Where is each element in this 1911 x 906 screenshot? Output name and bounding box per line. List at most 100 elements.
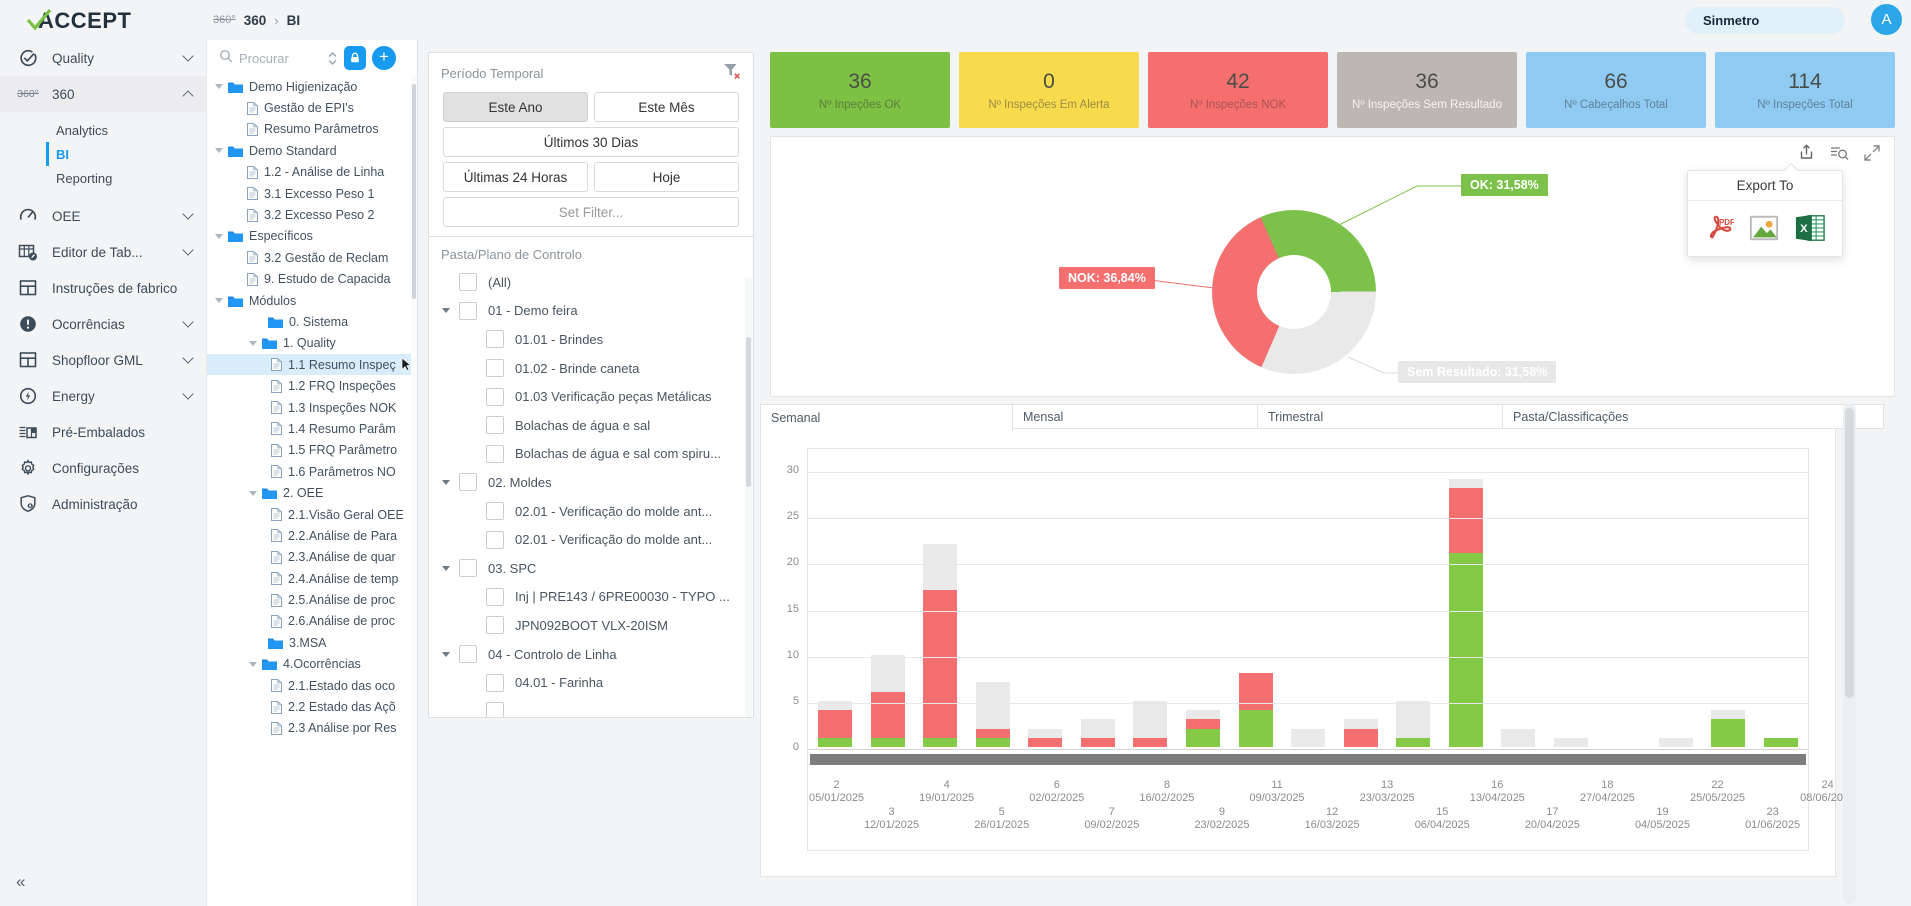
tree-file[interactable]: 2.2.Análise de Para [207,525,411,546]
sidebar-item-oee[interactable]: OEE [0,198,206,234]
tree-scrollbar[interactable] [411,76,417,906]
checkbox[interactable] [486,587,504,606]
tree-folder[interactable]: Específicos [207,226,411,247]
caret-down-icon[interactable] [442,566,459,571]
tree-search-input[interactable] [239,50,321,66]
checkbox[interactable] [459,559,477,578]
plan-row-item[interactable] [429,697,753,717]
tab-trimestral[interactable]: Trimestral [1258,404,1503,429]
export-excel-option[interactable]: X [1794,213,1826,243]
tree-folder[interactable]: Demo Higienização [207,76,411,97]
caret-down-icon[interactable] [215,148,228,153]
tree-file[interactable]: 1.2 FRQ Inspeções [207,375,411,396]
global-search-input[interactable]: Sinmetro [1685,7,1845,34]
collapse-expand-all-icon[interactable] [327,51,338,66]
checkbox[interactable] [486,330,504,349]
chart-range-scrollbar[interactable] [810,754,1806,765]
tree-folder[interactable]: 3.MSA [207,632,411,653]
plan-row-01-01-brindes[interactable]: 01.01 - Brindes [429,325,753,354]
plan-row-jpn092boot-vlx-20ism[interactable]: JPN092BOOT VLX-20ISM [429,611,753,640]
tab-semanal[interactable]: Semanal [760,404,1013,431]
tree-file[interactable]: 1.2 - Análise de Linha [207,162,411,183]
add-report-button[interactable]: + [372,46,396,70]
sidebar-item-administracao[interactable]: Administração [0,486,206,522]
checkbox[interactable] [486,616,504,635]
caret-down-icon[interactable] [442,652,459,657]
tree-file[interactable]: 3.1 Excesso Peso 1 [207,183,411,204]
tree-file[interactable]: 9. Estudo de Capacida [207,269,411,290]
sidebar-item-energy[interactable]: Energy [0,378,206,414]
clear-filter-icon[interactable] [723,63,741,83]
tree-file[interactable]: 2.3.Análise de quar [207,547,411,568]
avatar[interactable]: A [1871,4,1902,35]
plan-scrollbar[interactable] [745,277,752,716]
sidebar-item-editor-de-tab[interactable]: Editor de Tab... [0,234,206,270]
tree-folder[interactable]: Módulos [207,290,411,311]
tree-file[interactable]: Resumo Parâmetros [207,119,411,140]
checkbox[interactable] [459,301,477,320]
plan-row-01-03-verificacao-pecas-metalicas[interactable]: 01.03 Verificação peças Metálicas [429,382,753,411]
tree-file[interactable]: 2.4.Análise de temp [207,568,411,589]
checkbox[interactable] [486,673,504,692]
tree-file[interactable]: 2.3 Análise por Res [207,718,411,739]
tree-file[interactable]: 2.5.Análise de proc [207,589,411,610]
checkbox[interactable] [486,416,504,435]
period-button-este-mes[interactable]: Este Mês [594,92,739,122]
caret-down-icon[interactable] [215,84,228,89]
checkbox[interactable] [459,273,477,292]
search-data-icon[interactable] [1830,144,1849,161]
period-button-este-ano[interactable]: Este Ano [443,92,588,122]
checkbox[interactable] [486,702,504,717]
vertical-scrollbar[interactable] [1843,404,1856,904]
sidebar-item-configuracoes[interactable]: Configurações [0,450,206,486]
caret-down-icon[interactable] [249,662,262,667]
sidebar-item-ocorrencias[interactable]: Ocorrências [0,306,206,342]
plan-row-02-moldes[interactable]: 02. Moldes [429,468,753,497]
tree-file[interactable]: 1.1 Resumo Inspeç [207,354,411,376]
breadcrumb-module[interactable]: 360 [243,12,267,28]
checkbox[interactable] [486,359,504,378]
fullscreen-icon[interactable] [1864,144,1880,161]
caret-down-icon[interactable] [442,308,459,313]
tree-file[interactable]: 3.2 Excesso Peso 2 [207,204,411,225]
tree-file[interactable]: 2.6.Análise de proc [207,611,411,632]
sidebar-item-quality[interactable]: Quality [0,40,206,76]
caret-down-icon[interactable] [215,234,228,239]
tree-folder[interactable]: 1. Quality [207,333,411,354]
sidebar-item-360[interactable]: 360° 360 [0,76,206,112]
tree-file[interactable]: 1.6 Parâmetros NO [207,461,411,482]
sidebar-item-reporting[interactable]: Reporting [56,170,113,186]
sidebar-item-analytics[interactable]: Analytics [56,122,109,138]
tree-file[interactable]: 2.2 Estado das Açõ [207,696,411,717]
tree-folder[interactable]: 0. Sistema [207,311,411,332]
checkbox[interactable] [459,645,477,664]
plan-row-04-01-farinha[interactable]: 04.01 - Farinha [429,668,753,697]
tab-pasta-classificacoes[interactable]: Pasta/Classificações [1503,404,1884,429]
checkbox[interactable] [486,387,504,406]
donut-chart[interactable] [1212,210,1376,374]
plan-row-inj-pre143-6pre00030-typo[interactable]: Inj | PRE143 / 6PRE00030 - TYPO ... [429,583,753,612]
plan-row-01-02-brinde-caneta[interactable]: 01.02 - Brinde caneta [429,354,753,383]
tree-file[interactable]: 2.1.Estado das oco [207,675,411,696]
tree-folder[interactable]: Demo Standard [207,140,411,161]
tree-folder[interactable]: 4.Ocorrências [207,654,411,675]
plan-row-04-controlo-de-linha[interactable]: 04 - Controlo de Linha [429,640,753,669]
tree-file[interactable]: Gestão de EPI's [207,97,411,118]
tree-file[interactable]: 1.4 Resumo Parâm [207,418,411,439]
export-image-option[interactable] [1749,213,1779,243]
plan-row-01-demo-feira[interactable]: 01 - Demo feira [429,297,753,326]
checkbox[interactable] [459,473,477,492]
export-icon[interactable] [1798,144,1815,161]
plan-row-03-spc[interactable]: 03. SPC [429,554,753,583]
period-button-ultimos-30-dias[interactable]: Últimos 30 Dias [443,127,739,157]
checkbox[interactable] [486,502,504,521]
tab-mensal[interactable]: Mensal [1013,404,1258,429]
caret-down-icon[interactable] [249,491,262,496]
plan-row-bolachas-de-agua-e-sal-com-spiru[interactable]: Bolachas de água e sal com spiru... [429,440,753,469]
tree-file[interactable]: 3.2 Gestão de Reclam [207,247,411,268]
caret-down-icon[interactable] [215,298,228,303]
checkbox[interactable] [486,530,504,549]
sidebar-collapse-button[interactable]: « [16,872,26,891]
plan-row-02-01-verificacao-do-molde-ant[interactable]: 02.01 - Verificação do molde ant... [429,525,753,554]
export-pdf-option[interactable]: PDF [1704,213,1734,243]
